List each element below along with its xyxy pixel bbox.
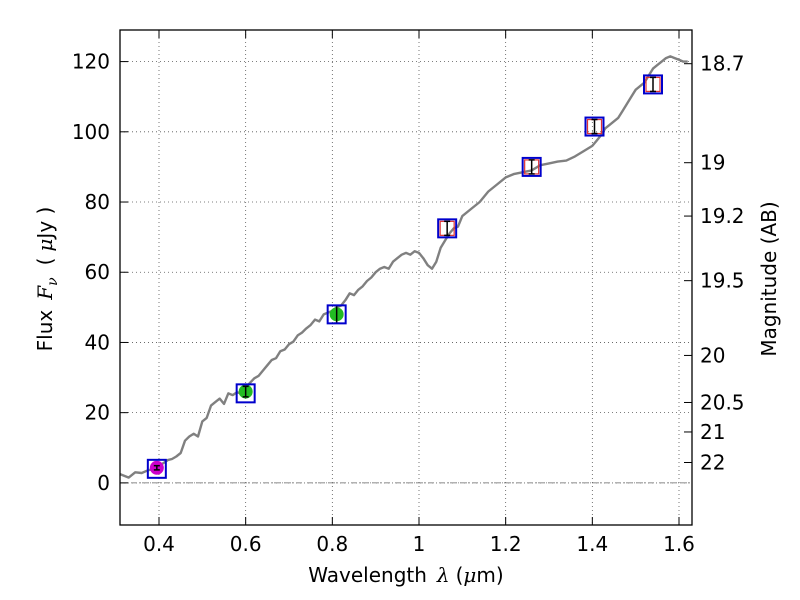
x-tick-label: 1.4 xyxy=(576,532,608,556)
plot-frame xyxy=(119,29,693,526)
grid xyxy=(120,30,692,525)
spectrum xyxy=(119,55,688,479)
y-label-unit-open: ( xyxy=(33,258,57,266)
ticks: 0.4 0.6 0.8 1 1.2 1.4 1.6 0 20 40 60 80 100 120 18.7 19… xyxy=(72,30,745,556)
y2-tick-label: 21 xyxy=(700,420,725,444)
y-label-prefix: Flux xyxy=(33,310,57,352)
x-label-unit-mu: μ xyxy=(463,563,476,587)
x-tick-label: 1.6 xyxy=(663,532,695,556)
x-label-prefix: Wavelength xyxy=(308,563,427,587)
y-label-unit-rest: Jy ) xyxy=(33,207,57,241)
y2-tick-label: 19 xyxy=(700,151,725,175)
x-label-symbol: λ xyxy=(436,563,450,587)
y2-tick-label: 20 xyxy=(700,343,725,367)
x-tick-label: 0.8 xyxy=(316,532,348,556)
y2-tick-label: 19.5 xyxy=(700,269,745,293)
y2-tick-label: 22 xyxy=(700,451,725,475)
y-tick-label: 60 xyxy=(85,260,110,284)
y2-tick-label: 18.7 xyxy=(700,52,745,76)
spectrum-line xyxy=(119,55,688,479)
y-label-subscript: ν xyxy=(45,277,61,286)
y-tick-label: 40 xyxy=(85,330,110,354)
model-photometry-point xyxy=(146,458,167,479)
y-tick-label: 80 xyxy=(85,190,110,214)
x-tick-label: 0.4 xyxy=(143,532,175,556)
y-axis-label: Flux Fν ( μJy ) xyxy=(33,207,61,352)
x-tick-label: 1 xyxy=(413,532,426,556)
y2-tick-label: 20.5 xyxy=(700,390,745,414)
model-photometry-point xyxy=(643,74,663,95)
y2-axis-label: Magnitude (AB) xyxy=(757,201,781,356)
x-tick-label: 0.6 xyxy=(230,532,262,556)
x-tick-label: 1.2 xyxy=(490,532,522,556)
y-tick-label: 20 xyxy=(85,401,110,425)
y-label-unit-mu: μ xyxy=(33,239,57,252)
x-label-unit-open: ( xyxy=(456,563,464,587)
model-photometry-point xyxy=(235,383,256,404)
y-label-symbol: F xyxy=(33,285,57,301)
x-axis-label: Wavelength λ (μm) xyxy=(308,563,503,587)
model-photometry-point xyxy=(521,156,542,177)
model-photometry-point xyxy=(437,218,458,239)
model-photometry-point xyxy=(584,116,605,137)
y-tick-label: 100 xyxy=(72,120,110,144)
x-label-unit-rest: m) xyxy=(476,563,503,587)
y2-tick-label: 19.2 xyxy=(700,204,745,228)
y-tick-label: 0 xyxy=(97,471,110,495)
model-photometry-point xyxy=(326,304,347,325)
photometry-points xyxy=(146,74,663,479)
y-tick-label: 120 xyxy=(72,50,110,74)
